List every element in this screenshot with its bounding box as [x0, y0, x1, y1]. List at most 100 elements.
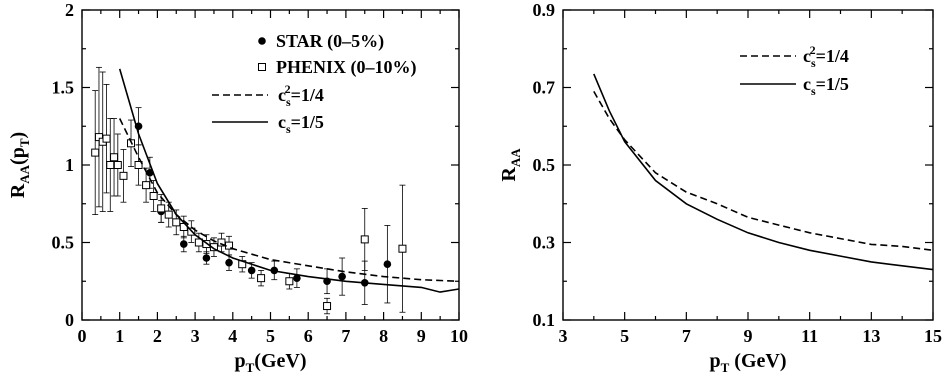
x-tick-label: 8 [379, 326, 388, 346]
x-axis-title: pT (GeV) [710, 350, 787, 375]
y-tick-label: 0.1 [533, 310, 556, 330]
y-axis-title-sub: AA [17, 164, 32, 183]
x-tick-label: 5 [266, 326, 275, 346]
x-tick-label: 11 [801, 326, 818, 346]
legend-label-base: c [803, 46, 811, 66]
legend-marker-phenix [258, 63, 266, 71]
legend-label-sub: s [286, 122, 291, 136]
x-axis-title: pT(GeV) [235, 350, 307, 375]
legend-label-rest: =1/4 [291, 85, 324, 105]
y-tick-label: 0.9 [533, 0, 556, 20]
dashed-curve-cs2-1-4 [593, 91, 933, 252]
y-axis-title-base: R [498, 167, 520, 182]
legend-label-rest: =1/4 [816, 46, 849, 66]
phenix-data-point [149, 192, 158, 200]
phenix-data-point [172, 218, 181, 227]
star-data-point [338, 272, 346, 281]
x-tick-label: 13 [862, 326, 880, 346]
star-data-point [383, 260, 392, 269]
y-tick-label: 2 [65, 0, 74, 20]
y-tick-label: 0.3 [533, 233, 556, 253]
x-tick-label: 7 [682, 326, 691, 346]
phenix-data-point [119, 171, 128, 180]
phenix-data-point [194, 238, 203, 247]
y-axis-title-base: R [7, 183, 29, 198]
phenix-data-point [102, 134, 111, 143]
legend: cs2=1/4cs=1/5 [740, 43, 849, 98]
legend-label-base: c [803, 74, 811, 94]
x-tick-label: 5 [620, 326, 629, 346]
legend-label-sup: 2 [810, 43, 816, 57]
x-axis-title-base: p [235, 350, 246, 372]
star-data-point [293, 274, 301, 282]
phenix-data-point [360, 235, 369, 244]
star-data-point [202, 254, 211, 262]
x-tick-label: 3 [191, 326, 200, 346]
legend-label-sub: s [811, 56, 816, 70]
legend-label-base: c [278, 112, 286, 132]
legend-marker-star [258, 37, 266, 45]
x-tick-label: 10 [450, 326, 468, 346]
phenix-data-point [285, 277, 294, 286]
phenix-data-point [209, 243, 218, 252]
x-tick-label: 1 [115, 326, 124, 346]
x-tick-label: 9 [744, 326, 753, 346]
y-tick-label: 0 [65, 310, 74, 330]
solid-curve-cs2-1-5 [593, 73, 933, 271]
phenix-data-point [142, 181, 151, 190]
phenix-data-point [91, 148, 100, 157]
phenix-data-point [134, 161, 143, 169]
y-tick-label: 1 [65, 155, 74, 175]
x-tick-label: 6 [304, 326, 313, 346]
phenix-data-point [217, 238, 226, 247]
star-data-point [247, 266, 256, 275]
y-axis-title: RAA(pT) [7, 132, 32, 198]
phenix-data-point [106, 161, 115, 169]
series-1 [91, 66, 407, 315]
phenix-data-point [323, 302, 332, 311]
x-tick-label: 15 [924, 326, 942, 346]
right-chart-panel: 3 5 7 9 11 13 150.10.30.50.70.9pT (GeV)RAAcs2=… [498, 0, 942, 375]
x-tick-label: 0 [78, 326, 87, 346]
y-axis-title: RAA [498, 148, 523, 182]
phenix-data-point [398, 244, 407, 253]
phenix-data-point [113, 161, 122, 169]
series-3 [118, 68, 459, 293]
legend-label: cs2=1/4 [278, 82, 324, 109]
x-tick-label: 4 [228, 326, 237, 346]
x-axis-title-sub: T [246, 360, 255, 375]
x-tick-label: 2 [153, 326, 162, 346]
legend-label-sub: s [811, 84, 816, 98]
solid-curve-cs2-1-5 [118, 68, 459, 293]
legend-label-rest: =1/5 [291, 112, 324, 132]
legend-label-base: c [278, 85, 286, 105]
x-axis-title-unit: (GeV) [729, 350, 786, 372]
legend-label-rest: =1/5 [816, 74, 849, 94]
y-axis-title-sub: AA [508, 148, 523, 167]
star-data-point [179, 240, 188, 248]
left-chart-panel: 0 1 2 3 4 5 6 7 8 9 1000.511.52pT(GeV)RAA(pT)STAR … [7, 0, 468, 375]
x-axis-title-base: p [710, 350, 721, 372]
dashed-curve-cs2-1-4 [118, 118, 459, 283]
series-1 [593, 73, 933, 271]
phenix-data-point [110, 153, 119, 162]
legend-label-sup: 2 [285, 82, 291, 96]
series-2 [118, 118, 459, 283]
series-0 [593, 91, 933, 252]
phenix-data-point [157, 204, 166, 213]
legend-label: cs=1/5 [278, 112, 324, 136]
legend-label-sub: s [286, 95, 291, 109]
y-axis-title-arg-sub: T [17, 138, 32, 147]
legend-label: STAR (0–5%) [276, 31, 384, 52]
y-tick-label: 0.5 [533, 155, 556, 175]
x-axis-title-sub: T [721, 360, 730, 375]
legend: STAR (0–5%)PHENIX (0–10%)cs2=1/4cs=1/5 [212, 31, 417, 136]
plot-frame [562, 9, 934, 321]
y-tick-label: 1.5 [52, 78, 75, 98]
y-tick-label: 0.7 [533, 78, 556, 98]
legend-label: cs2=1/4 [803, 43, 849, 70]
phenix-data-point [164, 210, 173, 219]
y-axis-title-close: ) [7, 132, 29, 139]
x-tick-label: 9 [417, 326, 426, 346]
